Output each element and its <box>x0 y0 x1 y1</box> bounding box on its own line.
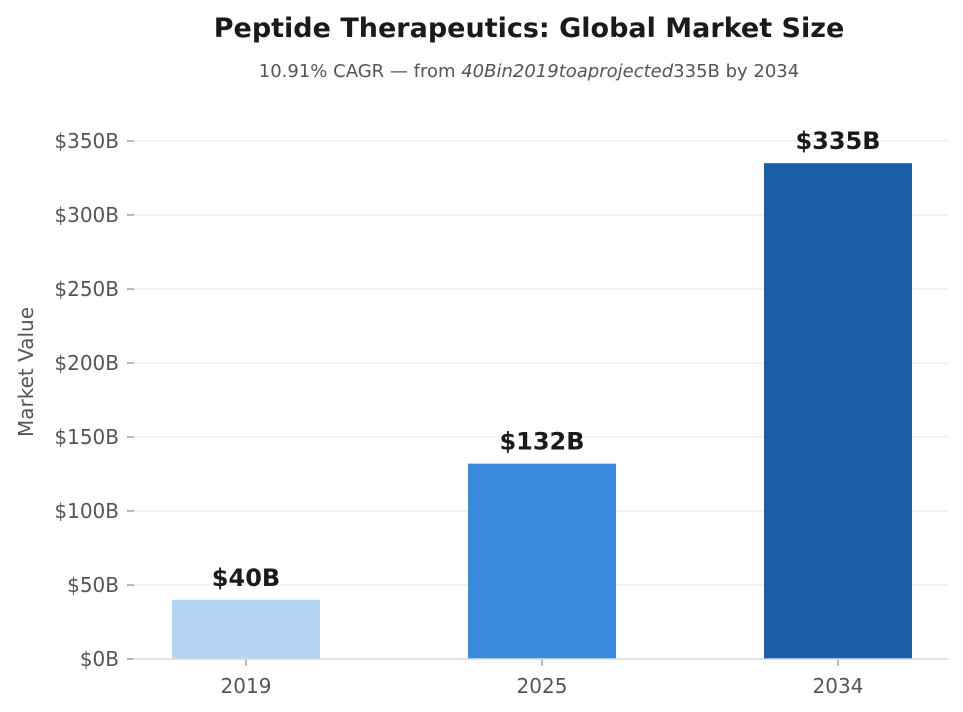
chart-subtitle-part2: 40Bin2019toaprojected <box>461 61 674 82</box>
bar-value-label: $335B <box>795 127 880 155</box>
y-tick-label: $300B <box>54 203 119 227</box>
y-tick-label: $0B <box>80 647 119 671</box>
gridlines <box>133 140 948 586</box>
y-tick-label: $200B <box>54 351 119 375</box>
bar-value-label: $132B <box>499 428 584 456</box>
x-tick-label: 2025 <box>517 674 568 698</box>
x-tick-label: 2034 <box>813 674 864 698</box>
y-tick-label: $250B <box>54 277 119 301</box>
bars: $40B $132B $335B <box>172 127 912 659</box>
bar-value-label: $40B <box>212 564 280 592</box>
x-tick-label: 2019 <box>221 674 272 698</box>
chart-subtitle-part1: 10.91% CAGR — from <box>259 61 461 82</box>
y-tick-label: $100B <box>54 499 119 523</box>
chart-subtitle-part3: 335B by 2034 <box>673 61 799 82</box>
chart-subtitle: 10.91% CAGR — from 40Bin2019toaprojected… <box>259 61 799 82</box>
bar <box>468 463 616 659</box>
bar <box>172 599 320 659</box>
bar <box>764 163 912 659</box>
x-axis-ticks: 2019 2025 2034 <box>221 659 864 698</box>
chart-title: Peptide Therapeutics: Global Market Size <box>214 13 845 44</box>
y-axis-ticks: $0B $50B $100B $150B $200B $250B $300B $350B <box>54 129 134 671</box>
y-tick-label: $50B <box>67 573 119 597</box>
y-tick-label: $350B <box>54 129 119 153</box>
y-axis-label: Market Value <box>14 307 38 437</box>
y-tick-label: $150B <box>54 425 119 449</box>
